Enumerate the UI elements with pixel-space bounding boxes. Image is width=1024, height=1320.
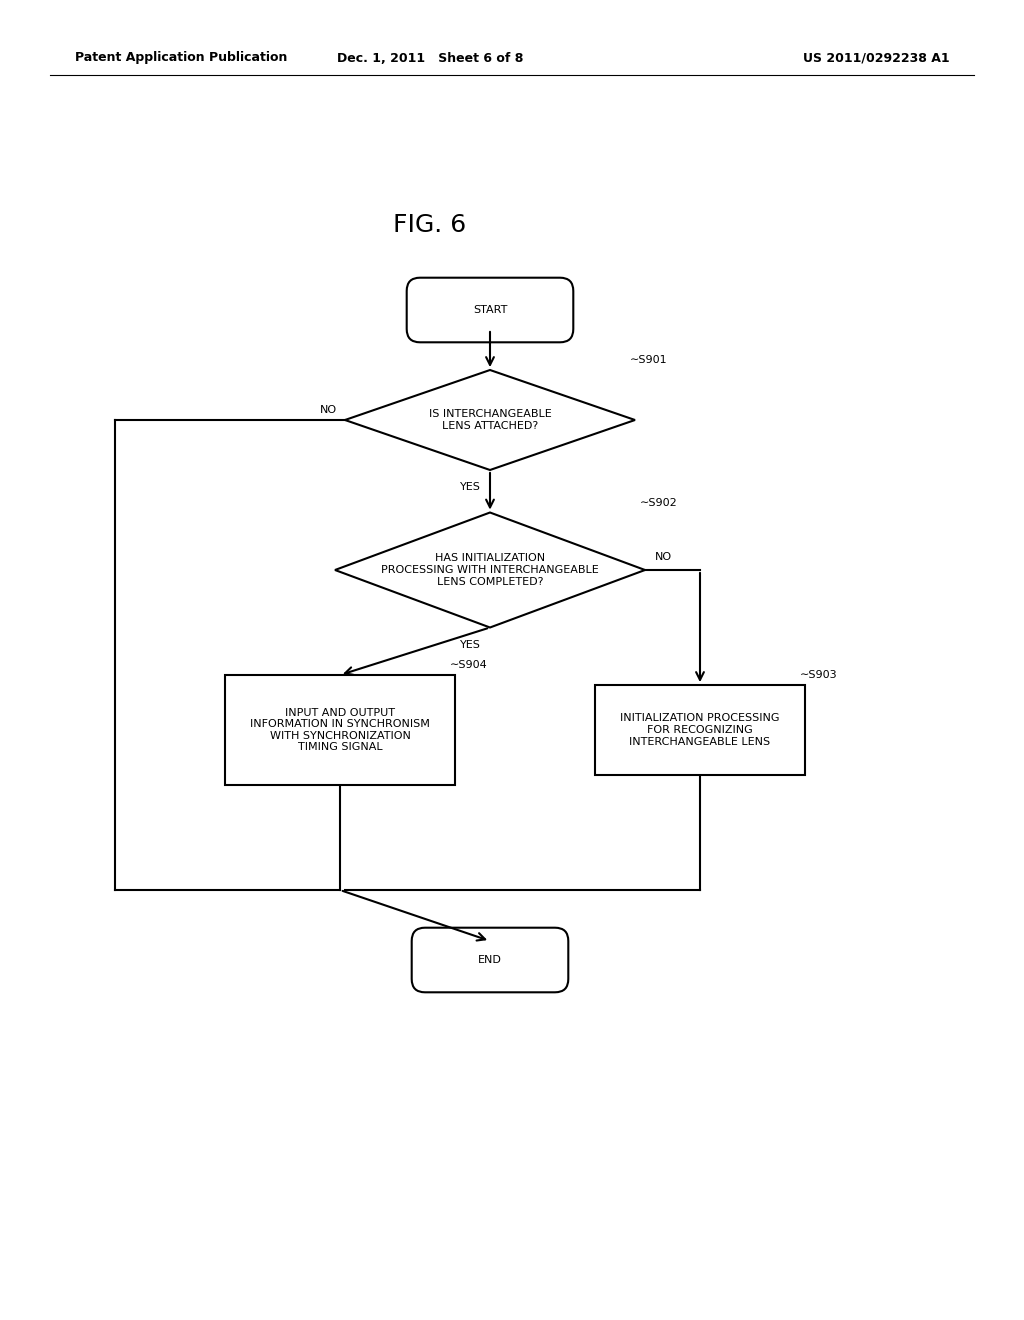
Text: Patent Application Publication: Patent Application Publication	[75, 51, 288, 65]
Text: ∼S902: ∼S902	[640, 498, 678, 507]
Text: YES: YES	[460, 482, 480, 492]
Text: FIG. 6: FIG. 6	[393, 213, 467, 238]
Text: ∼S904: ∼S904	[450, 660, 487, 671]
Text: ∼S901: ∼S901	[630, 355, 668, 366]
FancyBboxPatch shape	[412, 928, 568, 993]
Bar	[225, 675, 455, 785]
Text: Dec. 1, 2011   Sheet 6 of 8: Dec. 1, 2011 Sheet 6 of 8	[337, 51, 523, 65]
Text: YES: YES	[460, 639, 480, 649]
Text: END: END	[478, 954, 502, 965]
Text: INPUT AND OUTPUT
INFORMATION IN SYNCHRONISM
WITH SYNCHRONIZATION
TIMING SIGNAL: INPUT AND OUTPUT INFORMATION IN SYNCHRON…	[250, 708, 430, 752]
Text: HAS INITIALIZATION
PROCESSING WITH INTERCHANGEABLE
LENS COMPLETED?: HAS INITIALIZATION PROCESSING WITH INTER…	[381, 553, 599, 586]
FancyBboxPatch shape	[407, 277, 573, 342]
Text: IS INTERCHANGEABLE
LENS ATTACHED?: IS INTERCHANGEABLE LENS ATTACHED?	[429, 409, 551, 430]
Polygon shape	[345, 370, 635, 470]
Text: ∼S903: ∼S903	[800, 671, 838, 680]
Text: INITIALIZATION PROCESSING
FOR RECOGNIZING
INTERCHANGEABLE LENS: INITIALIZATION PROCESSING FOR RECOGNIZIN…	[621, 713, 779, 747]
Text: START: START	[473, 305, 507, 315]
Text: US 2011/0292238 A1: US 2011/0292238 A1	[804, 51, 950, 65]
Polygon shape	[335, 512, 645, 627]
Bar	[595, 685, 805, 775]
Text: NO: NO	[319, 405, 337, 414]
Text: NO: NO	[655, 552, 672, 562]
